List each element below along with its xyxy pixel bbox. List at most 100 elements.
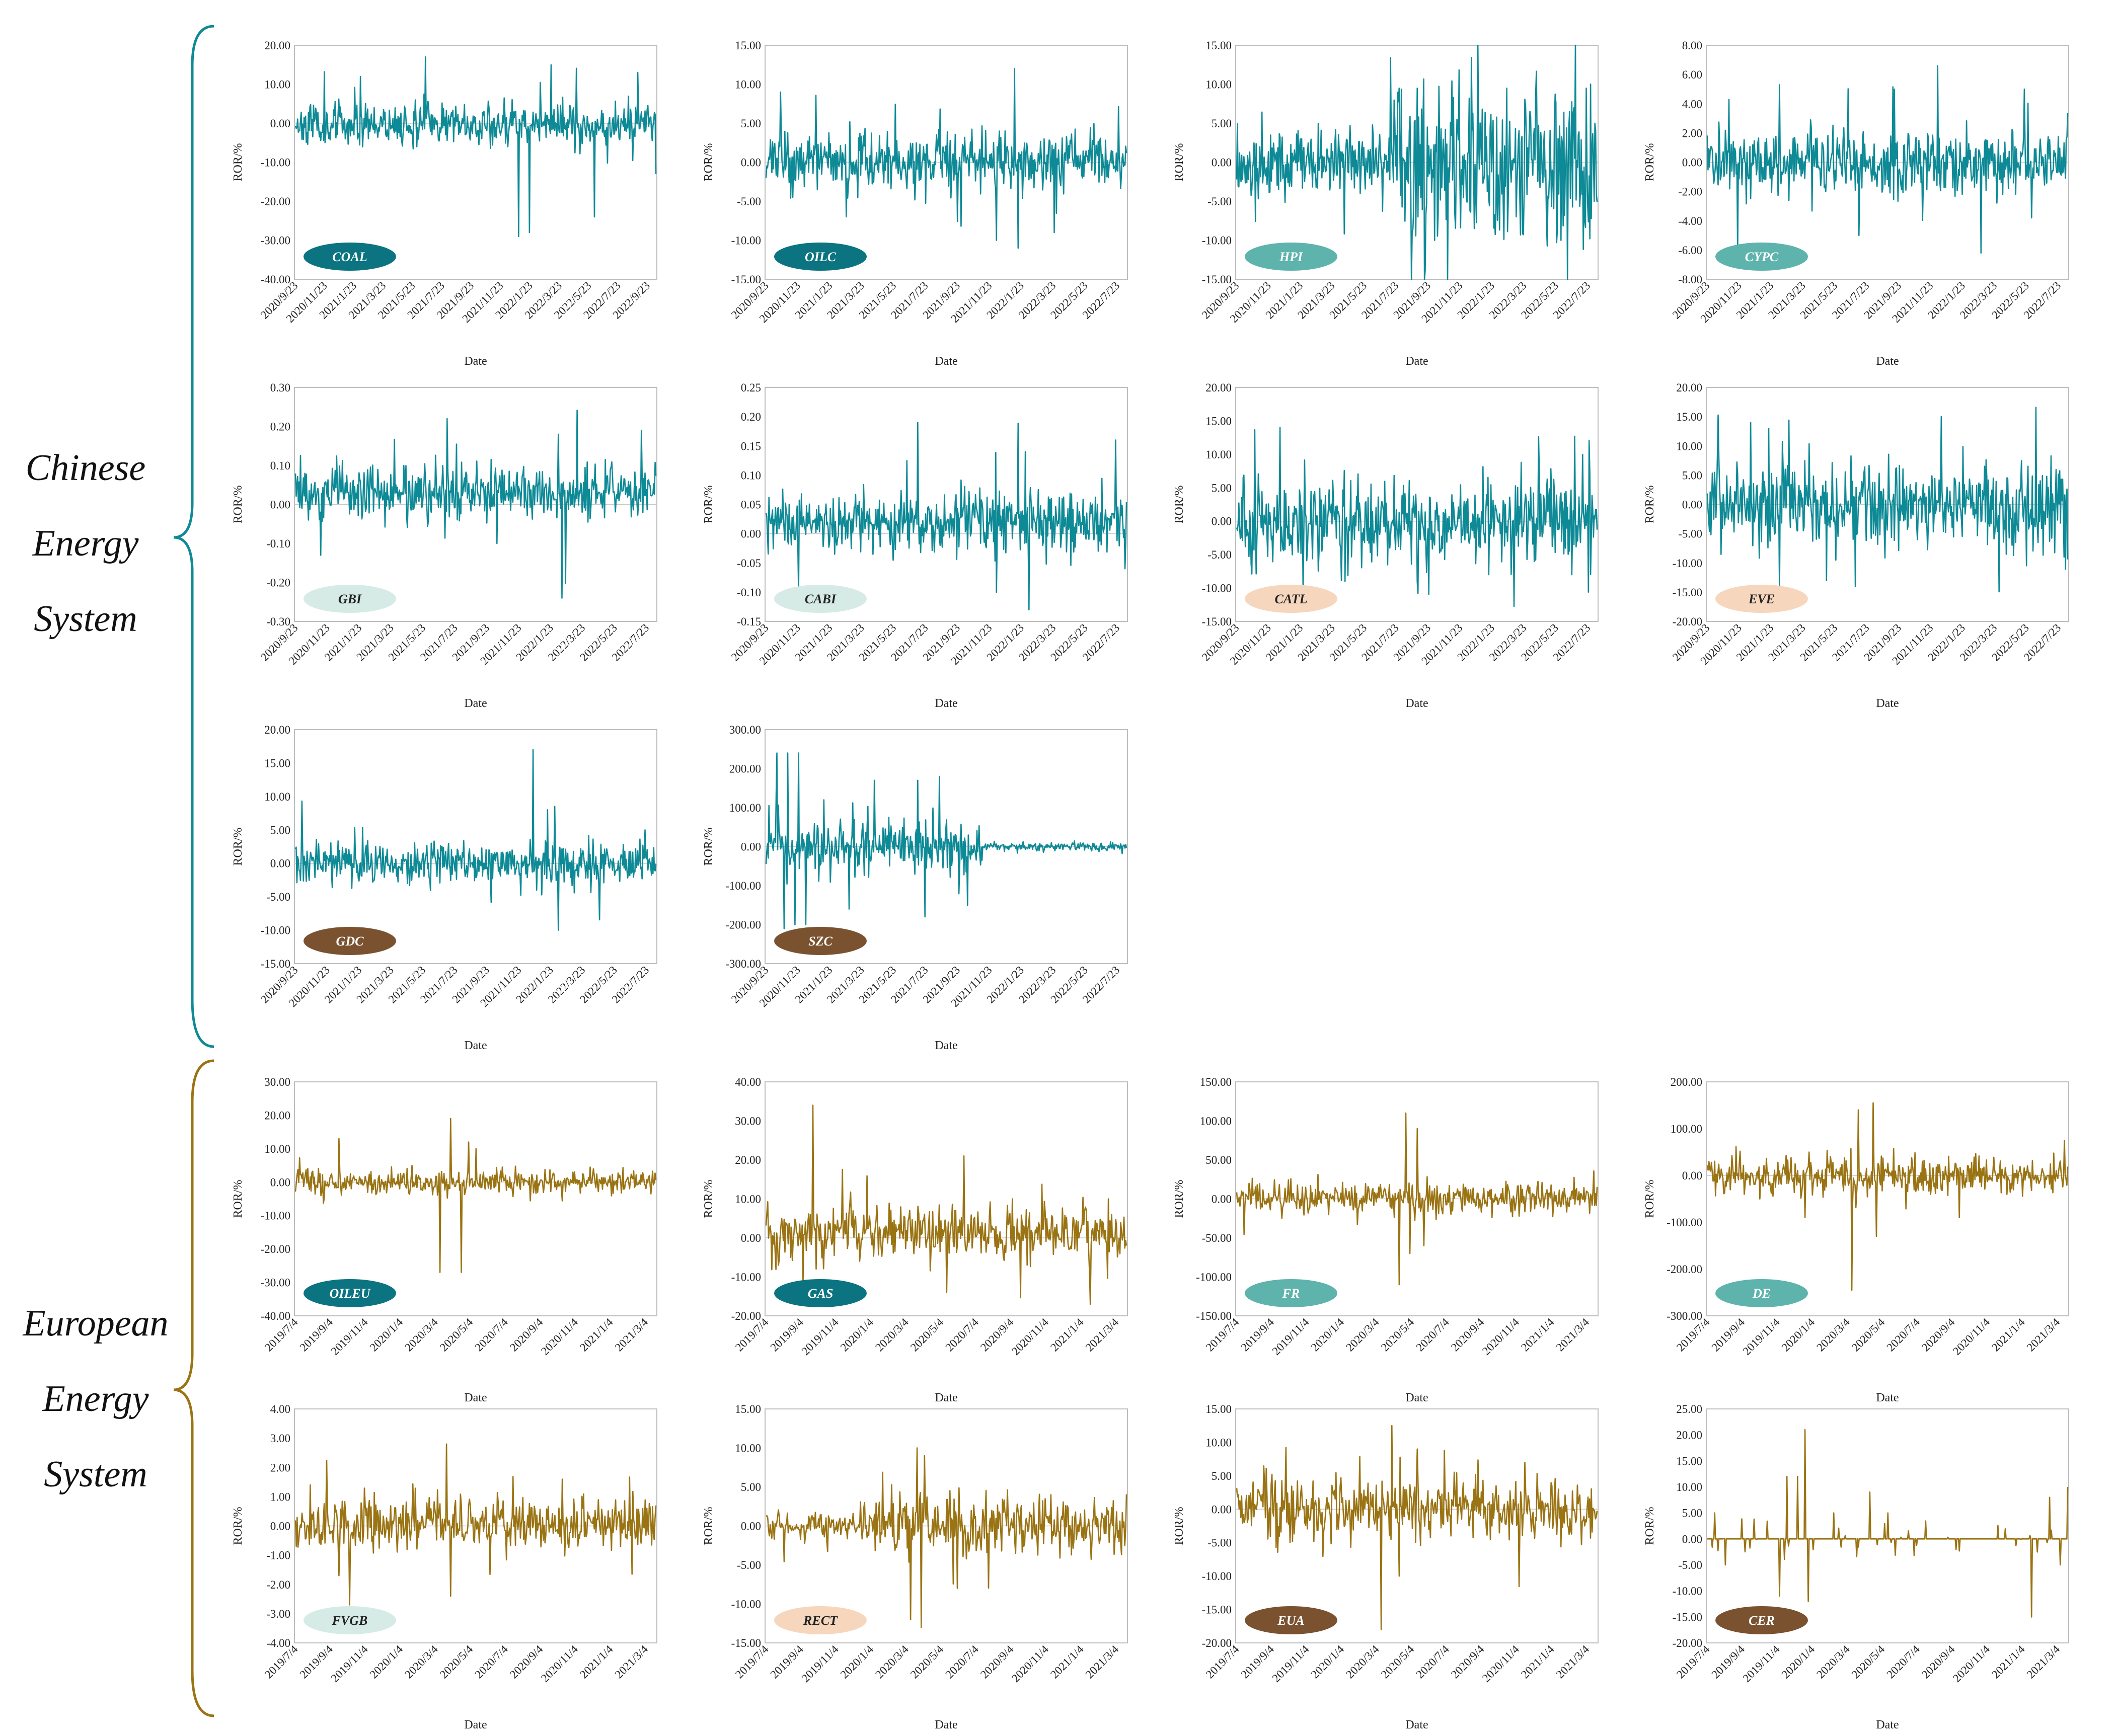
- chart-fr: -150.00 -100.00 -50.00 0.00 50.00 100.00 150.0…: [1163, 1067, 1616, 1409]
- y-tick-label: -15.00: [1202, 615, 1232, 628]
- y-tick-label: 0.00: [270, 857, 290, 870]
- european-group-label: European Energy System: [10, 1286, 181, 1512]
- series-badge-eua: EUA: [1245, 1606, 1337, 1634]
- badge-label: GDC: [336, 934, 364, 949]
- y-tick-label: -10.00: [261, 156, 290, 169]
- chart-gdc: -15.00 -10.00 -5.00 0.00 5.00 10.00 15.00 20.00…: [221, 715, 674, 1057]
- y-tick-label: 150.00: [1200, 1076, 1232, 1088]
- y-tick-label: 15.00: [1676, 411, 1702, 423]
- y-tick-label: 5.00: [1212, 117, 1232, 130]
- chart-svg-gas: -20.00 -10.00 0.00 10.00 20.00 30.00 40.00 2019…: [702, 1076, 1128, 1404]
- x-tick-label: 2021/1/4: [1519, 1643, 1557, 1681]
- y-tick-label: 5.00: [741, 117, 761, 130]
- x-tick-label: 2020/1/4: [367, 1316, 406, 1354]
- y-tick-label: 15.00: [1205, 415, 1232, 427]
- x-axis-label: Date: [1405, 697, 1428, 710]
- y-tick-label: 25.00: [1676, 1403, 1702, 1415]
- x-tick-label: 2020/3/4: [1343, 1316, 1382, 1354]
- series-line-oileu: [294, 1118, 657, 1273]
- european-label-line-1: European: [23, 1303, 169, 1344]
- y-tick-label: -5.00: [1678, 1559, 1702, 1571]
- chinese-label-line-1: Chinese: [25, 447, 146, 489]
- y-tick-label: -15.00: [261, 958, 290, 970]
- x-tick-label: 2021/3/4: [613, 1316, 651, 1354]
- badge-label: SZC: [808, 934, 833, 949]
- y-tick-label: 2.00: [1682, 127, 1702, 139]
- x-tick-label: 2020/3/4: [402, 1316, 440, 1354]
- x-tick-label: 2020/11/4: [539, 1643, 580, 1685]
- series-badge-rect: RECT: [774, 1606, 867, 1634]
- y-tick-label: -150.00: [1196, 1310, 1232, 1322]
- y-tick-label: -15.00: [1202, 273, 1232, 286]
- y-tick-label: 2.00: [270, 1461, 290, 1474]
- badge-label: GAS: [808, 1286, 834, 1301]
- series-badge-cabi: CABI: [774, 585, 867, 613]
- chart-svg-coal: -40.00-30.00-20.00-10.000.0010.0020.0020…: [232, 39, 657, 368]
- y-tick-label: 6.00: [1682, 68, 1702, 81]
- y-tick-label: 1.00: [270, 1490, 290, 1503]
- badge-label: CATL: [1274, 592, 1307, 606]
- y-tick-label: -0.30: [266, 615, 290, 628]
- x-tick-label: 2020/5/4: [437, 1316, 476, 1354]
- x-tick-label: 2020/11/4: [1480, 1316, 1522, 1358]
- y-tick-label: 10.00: [264, 78, 290, 91]
- y-tick-label: -20.00: [1673, 1637, 1702, 1649]
- x-tick-label: 2021/1/4: [1989, 1643, 2027, 1681]
- x-tick-label: 2020/3/4: [873, 1643, 911, 1681]
- y-tick-label: 10.00: [1205, 448, 1232, 461]
- y-tick-label: 4.00: [1682, 98, 1702, 110]
- y-tick-label: 20.00: [264, 724, 290, 736]
- y-tick-label: -40.00: [261, 273, 290, 286]
- series-line-fvgb: [294, 1443, 657, 1606]
- y-tick-label: -6.00: [1678, 244, 1702, 257]
- x-tick-label: 2020/7/4: [943, 1316, 981, 1354]
- y-tick-label: -10.00: [1673, 1585, 1702, 1598]
- y-tick-label: 0.00: [741, 156, 761, 169]
- x-tick-label: 2021/3/4: [1083, 1316, 1121, 1354]
- chart-svg-hpi: -15.00-10.00-5.000.005.0010.0015.002020/…: [1173, 39, 1599, 368]
- x-tick-label: 2019/11/4: [1270, 1316, 1312, 1358]
- chart-svg-gbi: -0.30-0.20-0.100.000.100.200.302020/9/23…: [232, 381, 657, 710]
- series-badge-hpi: HPI: [1245, 243, 1337, 271]
- x-axis-label: Date: [935, 697, 957, 710]
- y-tick-label: -20.00: [1673, 615, 1702, 628]
- y-axis-label: ROR/%: [1643, 1507, 1656, 1545]
- y-tick-label: 0.30: [270, 381, 290, 394]
- y-tick-label: 100.00: [729, 802, 761, 814]
- x-axis-label: Date: [1876, 1391, 1899, 1404]
- series-line-coal: [294, 56, 657, 238]
- x-tick-label: 2021/1/4: [577, 1643, 616, 1681]
- x-tick-label: 2020/5/4: [1379, 1643, 1417, 1681]
- chart-fvgb: -4.00 -3.00 -2.00 -1.00 0.00 1.00 2.00 3.00 4.00…: [221, 1394, 674, 1736]
- x-tick-label: 2020/5/4: [437, 1643, 476, 1681]
- x-axis-label: Date: [464, 1718, 487, 1731]
- y-tick-label: 20.00: [264, 39, 290, 52]
- chart-oileu: -40.00 -30.00 -20.00 -10.00 0.00 10.00 20.00 30…: [221, 1067, 674, 1409]
- badge-ellipse: [774, 1279, 867, 1307]
- badge-ellipse: [1715, 585, 1808, 613]
- y-axis-label: ROR/%: [1643, 1179, 1656, 1218]
- y-tick-label: 300.00: [729, 724, 761, 736]
- series-line-eua: [1236, 1425, 1598, 1630]
- chart-svg-szc: -300.00 -200.00 -100.00 0.00 100.00 200.00 300…: [702, 724, 1128, 1052]
- series-line-fr: [1236, 1112, 1598, 1286]
- badge-label: GBI: [338, 592, 362, 606]
- y-tick-label: -5.00: [737, 1559, 761, 1571]
- y-tick-label: -30.00: [261, 234, 290, 247]
- series-badge-gbi: GBI: [304, 585, 396, 613]
- series-line-gbi: [294, 410, 657, 599]
- badge-ellipse: [1715, 243, 1808, 271]
- chinese-label-line-3: System: [34, 598, 137, 640]
- y-axis-label: ROR/%: [1173, 143, 1186, 181]
- y-tick-label: -50.00: [1202, 1232, 1232, 1244]
- chart-svg-de: -300.00 -200.00 -100.00 0.00 100.00 200.00 201…: [1643, 1076, 2069, 1404]
- chart-eve: -20.00 -15.00 -10.00 -5.00 0.00 5.00 10.00 15.0…: [1633, 372, 2086, 715]
- y-tick-label: -10.00: [1202, 582, 1232, 595]
- x-tick-label: 2020/5/4: [1379, 1316, 1417, 1354]
- chart-cabi: -0.15 -0.10 -0.05 0.00 0.05 0.10 0.15 0.20 0.25 2…: [692, 372, 1145, 715]
- chart-svg-cer: -20.00 -15.00 -10.00 -5.00 0.00 5.00 10.00 15.0…: [1643, 1403, 2069, 1731]
- y-tick-label: 20.00: [735, 1154, 761, 1166]
- y-tick-label: 0.25: [741, 381, 761, 394]
- x-tick-label: 2020/3/4: [1343, 1643, 1382, 1681]
- y-tick-label: 0.00: [741, 1232, 761, 1244]
